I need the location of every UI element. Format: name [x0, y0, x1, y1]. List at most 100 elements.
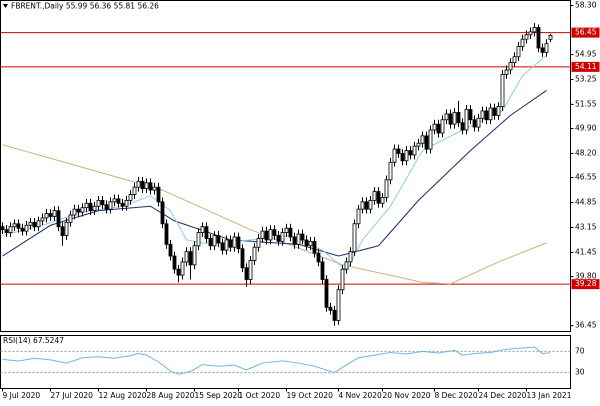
candle-body: [20, 227, 25, 232]
candle-body: [508, 62, 513, 71]
candle-body: [412, 145, 417, 156]
candle-body: [408, 150, 413, 156]
candle-body: [432, 123, 437, 131]
level-label: 56.45: [575, 28, 597, 37]
candle-body: [444, 113, 449, 121]
y-tick-label: 53.25: [575, 74, 597, 83]
high: 56.36: [90, 2, 112, 11]
level-label: 39.28: [575, 279, 597, 288]
candle-body: [96, 199, 101, 207]
candle-body: [416, 142, 421, 147]
candle-body: [36, 220, 41, 228]
candle-body: [500, 73, 505, 107]
indicator-title: RSI(14): [3, 336, 31, 345]
candle-body: [356, 208, 361, 225]
candle-body: [64, 221, 69, 236]
candle-body: [428, 129, 433, 150]
candle-body: [72, 208, 77, 216]
y-tick-label: 41.45: [575, 247, 597, 256]
candle-body: [12, 223, 17, 228]
candle-body: [528, 31, 533, 36]
candle-body: [272, 229, 277, 236]
candle-body: [248, 260, 253, 280]
candle-body: [196, 232, 201, 247]
candle-body: [56, 210, 61, 228]
candle-body: [316, 252, 321, 263]
indicator-tick-label: 30: [575, 368, 585, 377]
candle-body: [296, 233, 301, 245]
candle-body: [108, 201, 113, 210]
candle-body: [480, 110, 485, 119]
candle-body: [524, 34, 529, 40]
x-tick-label: 19 Oct 2020: [287, 391, 334, 400]
candle-body: [504, 69, 509, 75]
candle-body: [352, 223, 357, 253]
candle-body: [148, 182, 153, 191]
candle-body: [460, 122, 465, 131]
open: 55.99: [66, 2, 88, 11]
candle-body: [448, 113, 453, 125]
y-tick-label: 51.55: [575, 99, 597, 108]
candle-body: [520, 38, 525, 47]
candle-body: [280, 232, 285, 242]
candle-body: [452, 112, 457, 125]
y-tick-label: 58.30: [575, 0, 597, 9]
close: 56.26: [137, 2, 159, 11]
candle-body: [512, 56, 517, 64]
candle-body: [80, 207, 85, 213]
candle-body: [228, 239, 233, 248]
candle-body: [156, 186, 161, 203]
candle-body: [136, 180, 141, 188]
candle-body: [100, 199, 105, 206]
main-panel: [0, 0, 571, 332]
x-tick-label: 28 Aug 2020: [147, 391, 195, 400]
y-tick-label: 48.20: [575, 148, 597, 157]
y-tick-label: 49.90: [575, 124, 597, 133]
candle-body: [0, 226, 5, 231]
candle-body: [536, 27, 541, 49]
candle-body: [164, 223, 169, 245]
candle-body: [400, 153, 405, 162]
moving-average: [2, 144, 547, 285]
candle-body: [124, 199, 129, 207]
candle-body: [244, 267, 249, 280]
candle-body: [516, 46, 521, 58]
candle-body: [88, 202, 93, 212]
candle-body: [44, 213, 49, 219]
y-tick-label: 54.95: [575, 50, 597, 59]
candle-body: [240, 248, 245, 269]
candle-body: [112, 198, 117, 203]
indicator-tick-label: 70: [575, 346, 585, 355]
candle-body: [384, 179, 389, 198]
candle-body: [68, 214, 73, 223]
x-tick-label: 9 Jul 2020: [3, 391, 41, 400]
candle-body: [332, 309, 337, 321]
candle-body: [284, 227, 289, 233]
y-tick-label: 39.80: [575, 272, 597, 281]
level-label-box: [571, 61, 600, 72]
candle-body: [292, 236, 297, 245]
candle-body: [260, 230, 265, 239]
level-label: 54.11: [575, 62, 597, 71]
indicator-panel: [0, 335, 571, 389]
candle-body: [60, 226, 65, 236]
candle-body: [24, 224, 29, 232]
candle-body: [368, 199, 373, 210]
dropdown-icon: [3, 4, 8, 8]
candle-body: [212, 235, 217, 247]
candle-body: [364, 201, 369, 210]
candle-body: [236, 236, 241, 250]
candle-body: [548, 34, 553, 40]
candle-body: [476, 117, 481, 128]
candle-body: [252, 246, 257, 261]
candle-body: [76, 208, 81, 213]
candle-body: [104, 204, 109, 210]
candle-body: [32, 221, 37, 228]
candle-body: [208, 238, 213, 247]
candle-body: [232, 236, 237, 248]
candle-body: [488, 107, 493, 121]
candle-body: [328, 306, 333, 311]
candle-body: [348, 251, 353, 263]
